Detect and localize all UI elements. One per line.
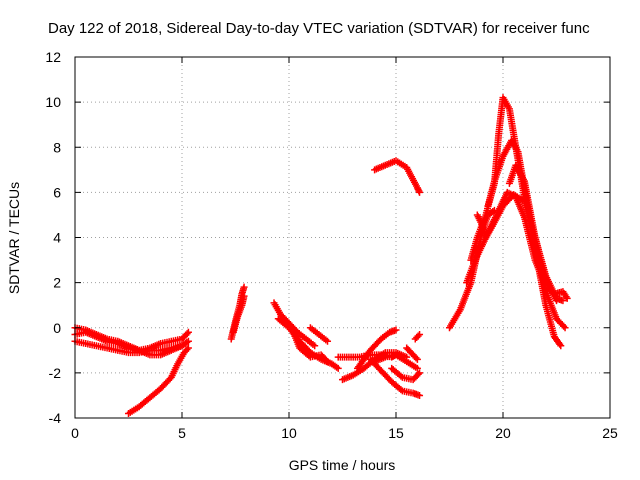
chart-title: Day 122 of 2018, Sidereal Day-to-day VTE… (48, 20, 590, 37)
data-point-marker (322, 356, 330, 364)
data-point-marker (412, 354, 420, 362)
data-point-marker (240, 283, 248, 291)
y-axis-label: SDTVAR / TECUs (6, 182, 22, 294)
tick-layer: 0 5 10 15 20 25 -4 -2 0 2 4 6 8 10 12 (45, 49, 618, 441)
data-point-marker (559, 297, 567, 305)
series-arc-13 (353, 326, 400, 372)
data-point-marker (392, 326, 400, 334)
y-tick-label: -2 (49, 365, 62, 381)
data-point-marker (413, 355, 421, 363)
data-point-marker (183, 330, 191, 338)
data-point-marker (414, 370, 422, 378)
y-tick-label: -4 (49, 410, 62, 426)
series-arc-17 (403, 344, 421, 363)
data-layer (71, 94, 571, 417)
series-arc-25 (505, 161, 560, 305)
data-point-marker (183, 346, 191, 354)
data-point-marker (416, 391, 424, 399)
data-point-marker (563, 294, 571, 302)
y-tick-label: 4 (53, 230, 61, 246)
data-point-marker (184, 328, 192, 336)
series-arc-16 (371, 351, 421, 372)
data-point-marker (324, 358, 332, 366)
data-point-marker (324, 337, 332, 345)
y-tick-label: 10 (45, 94, 61, 110)
x-axis-label: GPS time / hours (289, 457, 396, 473)
x-tick-label: 5 (178, 425, 186, 441)
series-arc-10 (306, 324, 332, 345)
series-arc-7 (270, 299, 319, 350)
series-arc-4 (125, 344, 192, 417)
x-tick-label: 15 (388, 425, 404, 441)
data-point-marker (561, 324, 569, 332)
x-tick-label: 10 (281, 425, 297, 441)
series-arc-6 (229, 292, 248, 336)
x-tick-label: 0 (71, 425, 79, 441)
data-point-marker (311, 342, 319, 350)
data-point-marker (557, 342, 565, 350)
data-point-marker (416, 188, 424, 196)
series-arc-24 (463, 188, 571, 302)
x-tick-label: 20 (495, 425, 511, 441)
data-point-marker (397, 372, 405, 380)
data-point-marker (560, 322, 568, 330)
series-arc-15 (388, 364, 424, 384)
data-point-marker (178, 342, 186, 350)
data-point-marker (556, 340, 564, 348)
data-point-marker (184, 337, 192, 345)
data-point-marker (413, 364, 421, 372)
data-point-marker (416, 331, 424, 339)
data-point-marker (240, 292, 248, 300)
y-tick-label: 12 (45, 49, 61, 65)
x-tick-label: 25 (602, 425, 618, 441)
y-tick-label: 2 (53, 275, 61, 291)
series-arc-14 (366, 355, 424, 399)
y-tick-label: 8 (53, 139, 61, 155)
series-arc-3 (71, 324, 186, 359)
series-arc-19 (371, 157, 424, 196)
data-point-marker (184, 344, 192, 352)
y-tick-label: 6 (53, 184, 61, 200)
series-arc-18 (411, 331, 424, 343)
y-tick-label: 0 (53, 320, 61, 336)
data-point-marker (397, 386, 405, 394)
data-point-marker (553, 297, 560, 305)
data-point-marker (334, 364, 342, 372)
data-point-marker (414, 332, 422, 340)
series-arc-9 (289, 328, 332, 366)
data-point-marker (416, 369, 424, 377)
